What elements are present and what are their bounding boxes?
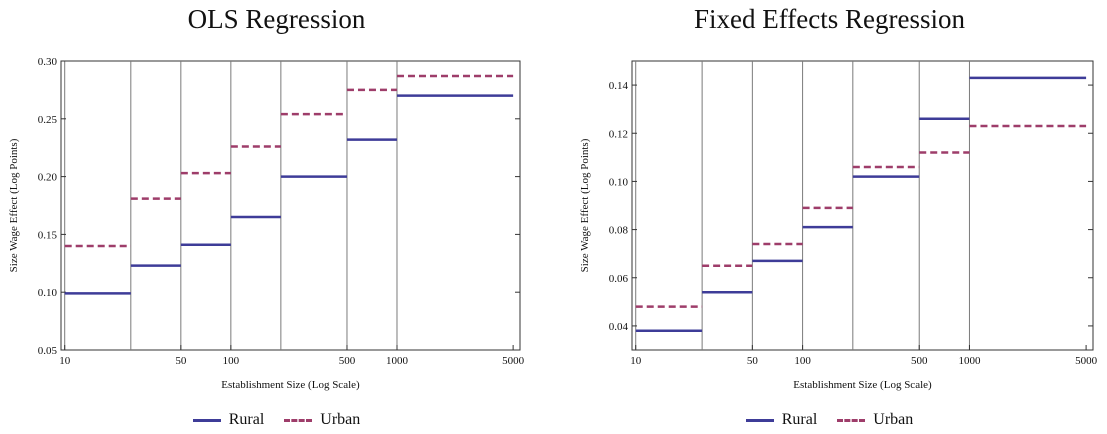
- legend-fixed-effects: Rural Urban: [553, 411, 1106, 429]
- x-tick-label: 1000: [958, 355, 981, 367]
- urban-line-swatch: [284, 418, 313, 422]
- x-tick-label: 5000: [1075, 355, 1098, 367]
- y-tick-label: 0.25: [38, 114, 58, 126]
- legend-ols: Rural Urban: [0, 411, 553, 429]
- x-tick-label: 500: [339, 355, 356, 367]
- fixed-effects-regression-panel: Fixed Effects Regression 0.04 0.06 0.08 0.1…: [553, 0, 1106, 434]
- ols-regression-panel: OLS Regression 0.05 0.10 0.15 0.20 0.25 0.30 1…: [0, 0, 553, 434]
- y-tick-label: 0.14: [609, 80, 629, 92]
- legend-item-urban: Urban: [837, 411, 913, 429]
- y-axis-label: Size Wage Effect (Log Points): [8, 138, 20, 272]
- chart-title-fixed-effects: Fixed Effects Regression: [694, 4, 965, 34]
- plot-frame: [631, 60, 1094, 351]
- legend-label-rural: Rural: [781, 411, 818, 428]
- ols-regression-chart: 0.05 0.10 0.15 0.20 0.25 0.30 10 50 100 500 1000 50…: [8, 56, 525, 391]
- x-tick-label: 50: [747, 355, 759, 367]
- x-tick-label: 5000: [502, 355, 525, 367]
- chart-title-ols: OLS Regression: [187, 4, 366, 34]
- legend-label-urban: Urban: [320, 411, 361, 428]
- fixed-effects-regression-chart: 0.04 0.06 0.08 0.10 0.12 0.14 10 50 100 500 1000 50…: [579, 60, 1098, 391]
- y-tick-label: 0.04: [609, 321, 629, 333]
- legend-item-urban: Urban: [284, 411, 360, 429]
- legend-label-urban: Urban: [873, 411, 914, 428]
- plot-frame: [60, 60, 521, 351]
- x-tick-label: 100: [223, 355, 240, 367]
- rural-line-swatch: [745, 418, 774, 422]
- y-tick-label: 0.15: [38, 229, 58, 241]
- y-tick-label: 0.20: [38, 172, 58, 184]
- legend-item-rural: Rural: [192, 411, 265, 429]
- legend-item-rural: Rural: [745, 411, 818, 429]
- y-tick-label: 0.06: [609, 273, 629, 285]
- x-tick-label: 100: [794, 355, 811, 367]
- y-tick-label: 0.08: [609, 225, 629, 237]
- urban-line-swatch: [837, 418, 866, 422]
- y-tick-label: 0.12: [609, 128, 628, 140]
- x-tick-label: 10: [59, 355, 71, 367]
- y-tick-label: 0.10: [609, 176, 629, 188]
- x-tick-label: 1000: [386, 355, 409, 367]
- rural-line-swatch: [192, 418, 221, 422]
- x-axis-label: Establishment Size (Log Scale): [793, 379, 932, 391]
- y-tick-label: 0.05: [38, 345, 58, 357]
- x-tick-label: 10: [630, 355, 642, 367]
- legend-label-rural: Rural: [228, 411, 265, 428]
- y-axis-label: Size Wage Effect (Log Points): [579, 138, 591, 272]
- x-axis-label: Establishment Size (Log Scale): [221, 379, 360, 391]
- x-tick-label: 50: [175, 355, 187, 367]
- y-tick-label: 0.30: [38, 56, 58, 68]
- y-tick-label: 0.10: [38, 287, 58, 299]
- x-tick-label: 500: [911, 355, 928, 367]
